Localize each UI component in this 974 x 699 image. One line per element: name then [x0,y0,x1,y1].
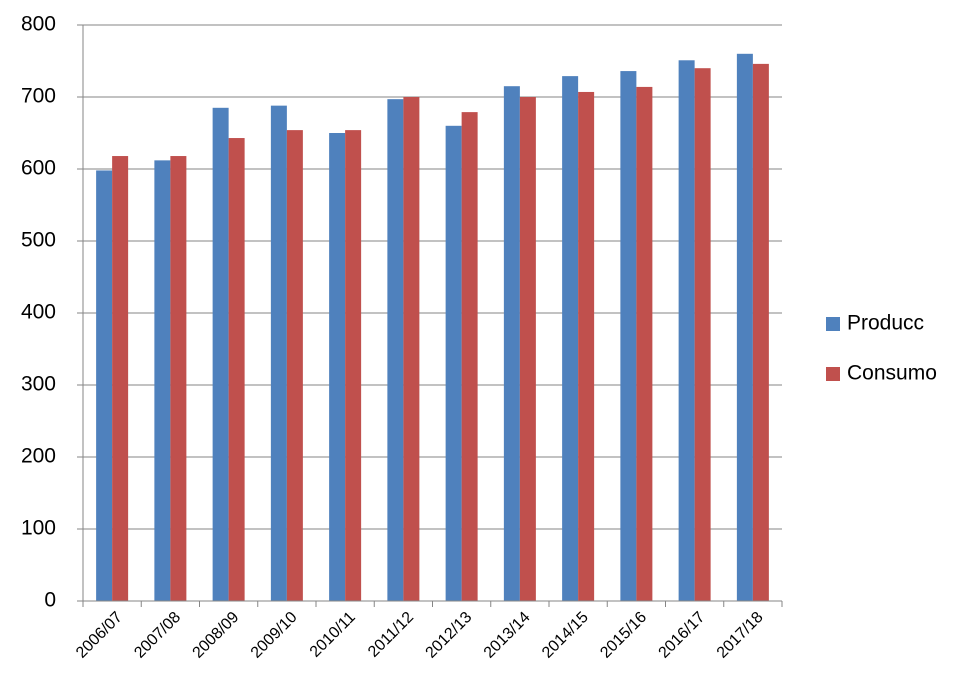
bar [403,97,420,601]
y-tick-label: 200 [21,445,56,468]
bar [636,86,653,602]
y-tick-label: 800 [21,13,56,36]
bar [96,170,113,601]
bar [228,138,245,602]
legend-label: Producc [847,312,924,335]
bar [170,156,187,602]
bar [461,112,478,602]
x-tick-label: 2009/10 [248,609,301,662]
legend-swatch [826,367,840,381]
bar [678,60,695,601]
bar [387,99,404,601]
x-tick-label: 2007/08 [131,609,184,662]
y-tick-label: 0 [44,589,56,612]
bar [154,160,171,602]
x-tick-label: 2015/16 [597,609,650,662]
bar [694,68,711,601]
bar [270,105,287,601]
x-tick-label: 2016/17 [656,609,709,662]
y-tick-label: 100 [21,517,56,540]
x-tick-label: 2014/15 [539,609,592,662]
y-tick-label: 300 [21,373,56,396]
bar [519,97,536,601]
x-tick-label: 2010/11 [307,609,359,661]
bar [752,63,769,601]
bar [345,130,362,601]
bar [736,53,753,602]
bar [562,76,579,602]
x-tick-label: 2008/09 [190,609,243,662]
x-tick-label: 2011/12 [365,609,417,661]
bar [286,130,303,601]
x-tick-label: 2013/14 [481,609,534,662]
y-tick-label: 700 [21,85,56,108]
bar [578,91,595,602]
bar [620,71,637,601]
y-tick-label: 400 [21,301,56,324]
bar [329,133,346,601]
legend-swatch [826,317,840,331]
bar [503,86,520,601]
bar [445,125,462,602]
bar [112,156,129,602]
x-tick-label: 2012/13 [423,609,476,662]
x-tick-label: 2006/07 [73,609,126,662]
x-tick-label: 2017/18 [714,609,767,662]
legend-label: Consumo [847,362,937,385]
y-tick-label: 600 [21,157,56,180]
bar [212,107,229,602]
y-tick-label: 500 [21,229,56,252]
